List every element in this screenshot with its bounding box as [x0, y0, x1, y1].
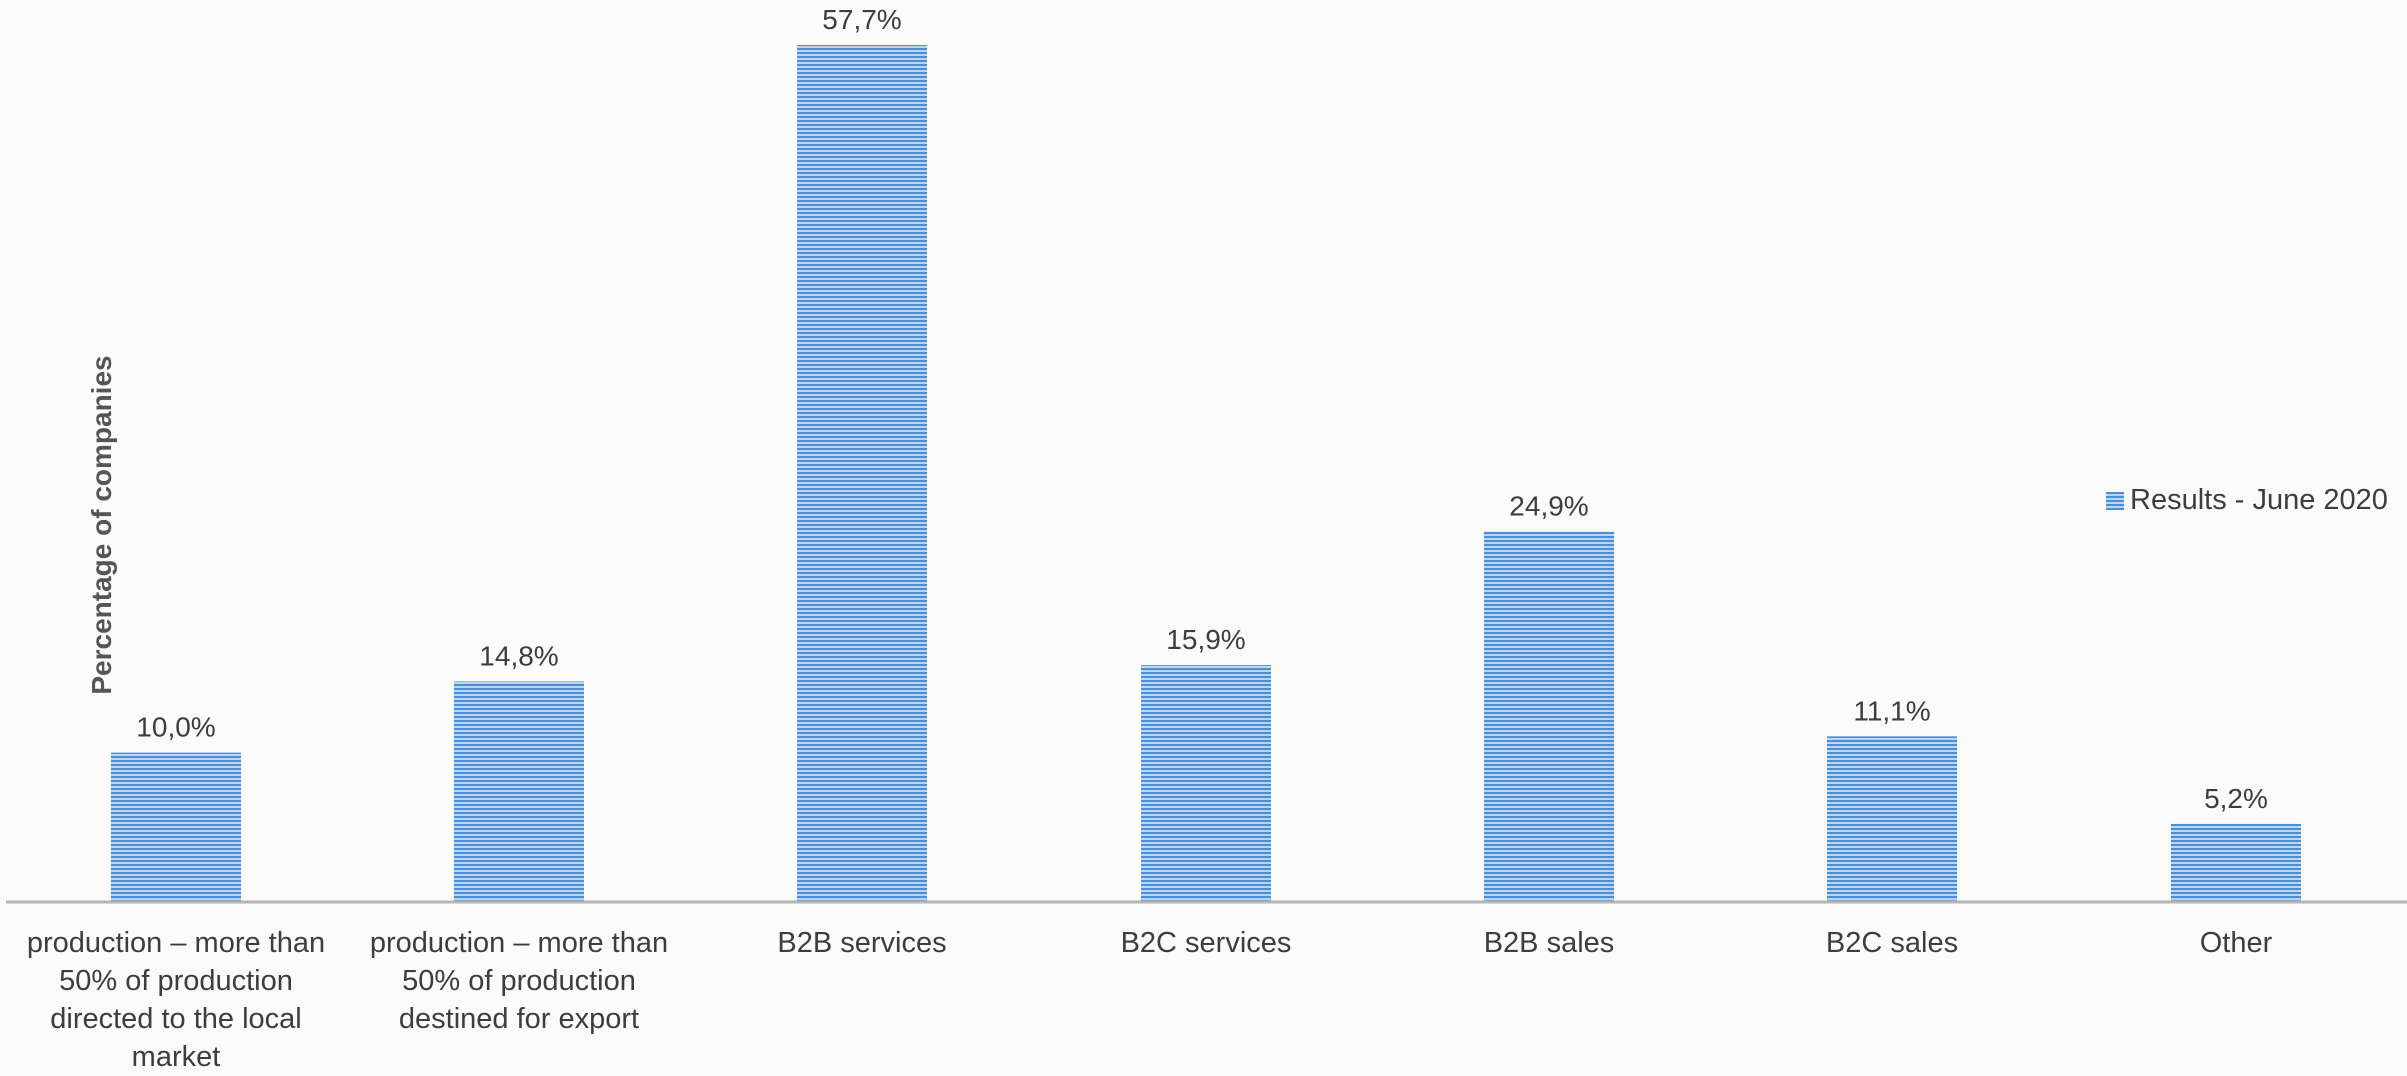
x-tick-label: production – more than 50% of production…	[369, 927, 669, 1035]
x-tick-label: B2C sales	[1825, 927, 1959, 959]
bars-group	[111, 45, 2301, 901]
x-tick-label: B2B services	[777, 927, 947, 959]
bar	[2171, 823, 2301, 901]
bar	[1827, 736, 1957, 901]
bar	[454, 681, 584, 901]
y-axis-label: Percentage of companies	[86, 355, 117, 695]
data-label: 10,0%	[136, 712, 215, 743]
x-tick-label: B2B sales	[1483, 927, 1615, 959]
bar	[797, 45, 927, 901]
bar	[1141, 665, 1271, 901]
legend: Results - June 2020	[2106, 484, 2388, 517]
data-label: 24,9%	[1509, 491, 1588, 522]
data-label: 5,2%	[2204, 783, 2268, 814]
data-labels-group: 10,0% 14,8% 57,7% 15,9% 24,9% 11,1% 5,2%	[136, 4, 2268, 814]
bar	[111, 752, 241, 901]
data-label: 11,1%	[1853, 695, 1930, 726]
data-label: 14,8%	[479, 640, 558, 671]
legend-label: Results - June 2020	[2130, 484, 2388, 516]
x-tick-label: B2C services	[1120, 927, 1292, 959]
data-label: 15,9%	[1166, 624, 1245, 655]
bar	[1484, 531, 1614, 901]
x-tick-label: production – more than 50% of production…	[26, 927, 326, 1073]
x-tick-label: Other	[2199, 927, 2273, 959]
data-label: 57,7%	[822, 4, 901, 35]
legend-swatch	[2106, 491, 2124, 510]
